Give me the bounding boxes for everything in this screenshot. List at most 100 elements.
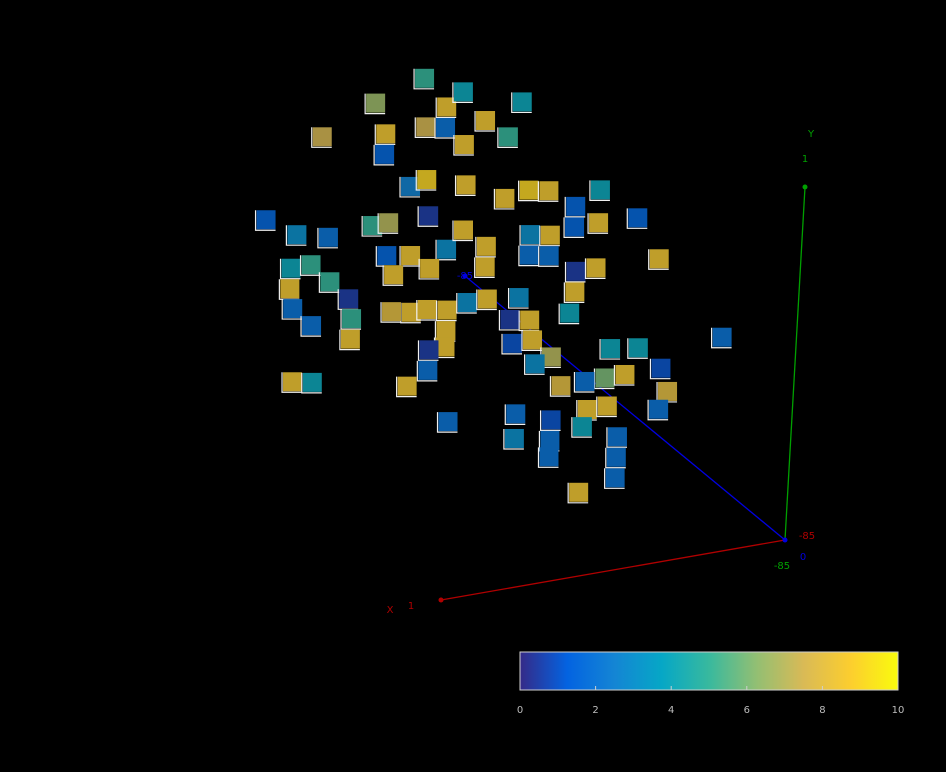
cube: [384, 265, 404, 285]
cube-group: [571, 417, 592, 438]
cube-group: [416, 299, 437, 321]
cube-group: [311, 127, 332, 148]
cube: [649, 249, 669, 269]
cube-edge: [493, 188, 515, 210]
cube-edge: [453, 135, 474, 156]
cube-group: [380, 302, 402, 323]
cube-edge: [605, 447, 626, 469]
cube-group: [606, 427, 627, 448]
cube: [540, 225, 560, 245]
cube: [377, 246, 397, 266]
cube-group: [648, 249, 669, 270]
cube: [397, 376, 417, 396]
cube-group: [413, 68, 435, 90]
cube: [363, 216, 383, 236]
cube: [590, 180, 610, 200]
cube-group: [493, 188, 515, 210]
cube: [541, 410, 561, 430]
cube-group: [374, 124, 396, 145]
cube: [477, 289, 497, 309]
cube-group: [399, 176, 421, 198]
cube-edge: [415, 170, 437, 191]
colorbar-tick-label: 10: [892, 705, 905, 716]
cube-group: [476, 289, 497, 311]
cube-group: [647, 399, 669, 421]
cube-group: [558, 303, 580, 325]
cube: [456, 175, 476, 195]
cube-group: [498, 309, 520, 331]
cube: [601, 339, 621, 359]
cube: [597, 396, 617, 416]
cube-edge: [647, 399, 669, 421]
cube: [437, 300, 457, 320]
cube: [495, 188, 515, 208]
cube: [476, 236, 496, 256]
cube-group: [453, 135, 474, 156]
cube: [437, 239, 457, 259]
colorbar-tick-label: 0: [517, 705, 523, 716]
cube: [280, 279, 300, 299]
cube-edge: [374, 124, 396, 145]
cube-edge: [474, 257, 495, 278]
cube-group: [567, 482, 589, 504]
cube-group: [584, 258, 606, 279]
cube: [301, 255, 321, 275]
cube: [342, 309, 362, 329]
cube: [500, 309, 520, 329]
cube-edge: [589, 180, 610, 201]
cube-group: [497, 127, 518, 148]
cube-group: [415, 170, 437, 191]
cube-group: [593, 368, 615, 390]
y-axis-line: [784, 186, 806, 541]
cube-edge: [567, 482, 589, 504]
cube: [318, 227, 338, 247]
cube: [416, 117, 436, 137]
cube-edge: [364, 93, 386, 115]
cube: [649, 399, 669, 419]
cube-group: [417, 206, 439, 227]
cube: [628, 208, 648, 228]
cube-edge: [599, 339, 621, 360]
cube-group: [417, 340, 439, 361]
cube-group: [435, 300, 457, 322]
cube-edge: [475, 236, 496, 258]
cube-edge: [518, 245, 539, 267]
cube-edge: [317, 227, 338, 249]
cube-group: [596, 396, 617, 418]
cube: [498, 127, 518, 147]
cube-group: [414, 117, 436, 138]
colorbar-tick-label: 2: [592, 705, 598, 716]
cube-group: [563, 217, 585, 239]
cube-edge: [399, 176, 421, 198]
cube: [551, 376, 571, 396]
cube: [401, 176, 421, 196]
cube: [283, 372, 303, 392]
cube-edge: [573, 371, 595, 393]
cube-group: [474, 257, 495, 278]
cube: [302, 372, 322, 392]
cube-edge: [299, 255, 321, 276]
cube-group: [537, 181, 559, 202]
cube: [566, 261, 586, 281]
cube-group: [474, 111, 496, 132]
cube-group: [503, 428, 524, 450]
cube-group: [337, 289, 359, 310]
cube: [438, 412, 458, 432]
cubes: [254, 68, 732, 504]
cube-edge: [452, 82, 473, 103]
cube-group: [504, 404, 526, 425]
cube: [417, 170, 437, 190]
cube-group: [573, 371, 595, 393]
y-axis-label: Y: [807, 129, 815, 140]
cube-edge: [281, 372, 303, 393]
cube-group: [300, 316, 322, 337]
cube-edge: [649, 358, 671, 380]
cube-edge: [521, 330, 543, 352]
cube-group: [501, 333, 523, 355]
cube-edge: [537, 181, 559, 202]
cube: [595, 368, 615, 388]
cube-edge: [339, 329, 360, 351]
cube-group: [281, 299, 303, 320]
cube-edge: [340, 309, 362, 330]
